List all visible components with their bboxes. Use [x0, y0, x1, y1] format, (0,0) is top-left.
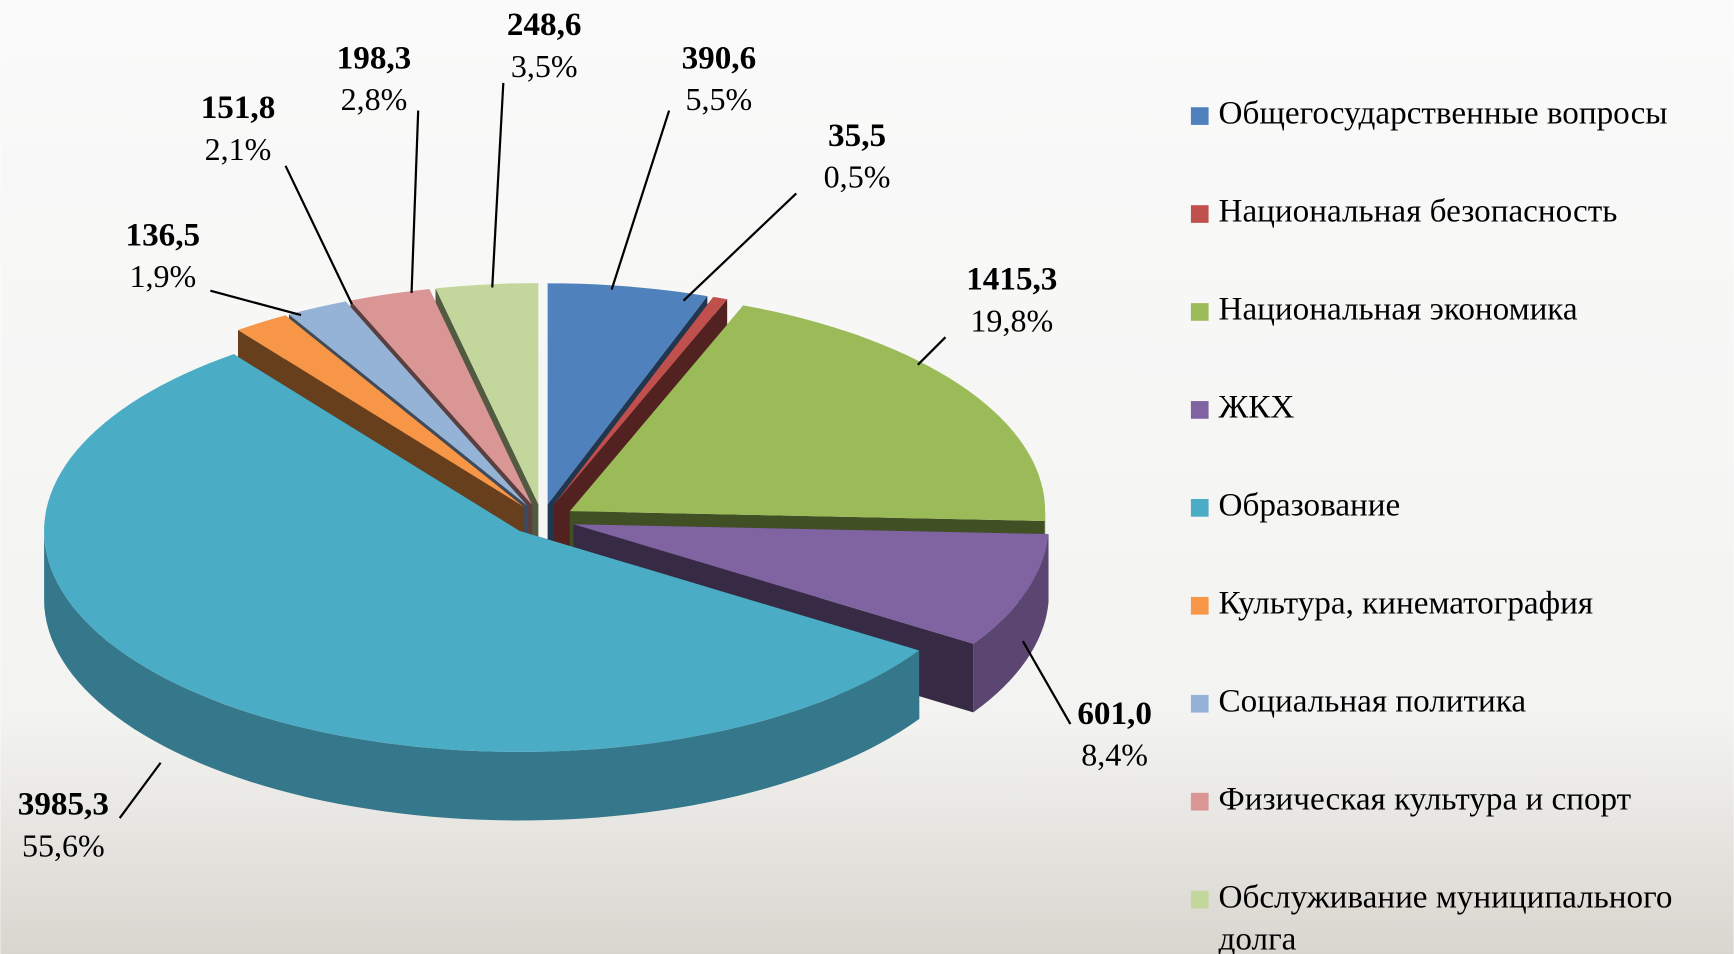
legend-swatch: [1191, 499, 1209, 517]
percent-label: 5,5%: [685, 81, 752, 117]
legend-label: Общегосударственные вопросы: [1219, 95, 1668, 132]
legend-swatch: [1191, 695, 1209, 713]
percent-label: 2,8%: [341, 81, 408, 117]
value-label: 3985,3: [18, 786, 109, 823]
legend-swatch: [1191, 793, 1209, 811]
value-label: 35,5: [828, 117, 886, 154]
legend-label: Национальная безопасность: [1219, 193, 1618, 230]
value-label: 136,5: [126, 216, 201, 253]
percent-label: 1,9%: [129, 258, 196, 294]
value-label: 248,6: [507, 6, 582, 43]
legend-swatch: [1191, 401, 1209, 419]
legend-line: долга: [1219, 920, 1297, 954]
legend-label: Культура, кинематография: [1219, 584, 1594, 621]
percent-label: 2,1%: [205, 131, 272, 167]
legend-swatch: [1191, 891, 1209, 909]
legend-swatch: [1191, 597, 1209, 615]
legend-label: ЖКХ: [1219, 389, 1295, 426]
percent-label: 3,5%: [511, 48, 578, 84]
legend-label: Физическая культура и спорт: [1219, 780, 1632, 817]
value-label: 151,8: [201, 89, 276, 126]
value-label: 1415,3: [966, 260, 1057, 297]
legend-swatch: [1191, 107, 1209, 125]
percent-label: 19,8%: [970, 302, 1053, 338]
legend-swatch: [1191, 205, 1209, 223]
value-label: 601,0: [1077, 695, 1152, 732]
legend-line: Обслуживание муниципального: [1219, 878, 1681, 915]
chart: 390,6 5,5% 35,5 0,5% 1415,3 19,8% 601,0 8,4% 398…: [0, 0, 1734, 954]
percent-label: 0,5%: [824, 159, 891, 195]
percent-label: 8,4%: [1081, 737, 1148, 773]
value-label: 198,3: [337, 39, 412, 76]
legend-swatch: [1191, 303, 1209, 321]
percent-label: 55,6%: [22, 827, 105, 863]
value-label: 390,6: [682, 39, 757, 76]
legend-label: Образование: [1219, 486, 1401, 523]
legend-label: Социальная политика: [1219, 682, 1527, 719]
legend-label: Национальная экономика: [1219, 291, 1578, 328]
